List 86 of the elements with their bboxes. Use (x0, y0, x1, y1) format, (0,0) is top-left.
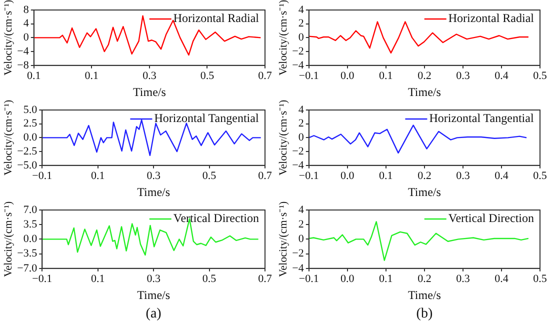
y-tick-label: −3.5 (17, 248, 38, 260)
x-axis-title: Time/s (408, 288, 442, 302)
legend-label: Horizontal Radial (448, 11, 535, 26)
y-tick-label: 4 (23, 18, 30, 30)
x-tick-label: 0.3 (456, 272, 470, 285)
x-tick-label: 0.1 (84, 70, 99, 82)
legend-label: Horizontal Radial (173, 11, 260, 26)
x-tick-label: 0.5 (200, 70, 215, 82)
y-tick-label: 3.5 (23, 218, 38, 230)
x-tick-label: −0.1 (32, 272, 52, 285)
x-tick-label: 0.5 (533, 272, 548, 285)
y-tick-label: 7.0 (23, 204, 38, 216)
x-tick-label: 0.5 (202, 170, 217, 182)
y-tick-label: 2 (298, 218, 304, 230)
x-axis-title: Time/s (137, 288, 170, 302)
x-tick-label: 0.3 (146, 170, 161, 182)
y-axis-title: Velocity/(cm·s⁻¹) (277, 201, 290, 278)
legend-label: Vertical Direction (173, 211, 260, 226)
x-tick-label: −0.1 (32, 170, 52, 182)
y-tick-label: −8 (17, 59, 30, 72)
x-tick-label: 0.5 (533, 170, 548, 182)
y-tick-label: 2 (298, 118, 304, 130)
x-tick-label: 0.2 (418, 272, 432, 285)
x-axis-title: Time/s (408, 184, 442, 199)
y-tick-label: 0 (23, 32, 30, 44)
y-tick-label: 0.0 (23, 233, 38, 246)
y-tick-label: −5.0 (17, 159, 38, 172)
x-tick-label: 0.7 (258, 70, 272, 82)
y-tick-label: −4 (292, 59, 304, 72)
x-tick-label: −0.1 (298, 272, 319, 285)
x-tick-label: 0.2 (418, 170, 432, 182)
legend-label: Vertical Direction (448, 211, 534, 226)
x-tick-label: 0.0 (340, 272, 355, 285)
x-tick-label: 0.0 (340, 70, 355, 82)
x-tick-label: −0.1 (298, 170, 319, 182)
y-tick-label: 0 (298, 233, 304, 246)
y-tick-label: −4 (292, 262, 304, 274)
y-axis-title: Velocity/(cm·s⁻¹) (277, 0, 290, 76)
x-tick-label: 0.4 (494, 272, 509, 285)
y-tick-label: −4 (292, 159, 304, 172)
x-tick-label: 0.1 (27, 70, 41, 82)
y-axis-title: Velocity/(cm·s⁻¹) (2, 100, 14, 176)
y-tick-label: 4 (298, 204, 304, 216)
x-axis-title: Time/s (408, 84, 442, 99)
x-tick-label: 0.1 (90, 272, 105, 285)
y-tick-label: 0 (298, 32, 304, 44)
x-tick-label: 0.1 (379, 70, 393, 82)
y-tick-label: 0.0 (23, 132, 38, 144)
text: (b) (416, 306, 433, 322)
x-tick-label: 0.3 (146, 272, 161, 285)
legend-label: Horizontal Tangential (429, 111, 534, 126)
y-tick-label: −2 (292, 45, 304, 58)
y-tick-label: 0 (298, 132, 304, 144)
y-tick-label: 8 (23, 4, 30, 16)
y-tick-label: 4 (298, 4, 304, 16)
x-tick-label: 0.1 (90, 170, 105, 182)
x-tick-label: 0.7 (258, 272, 272, 285)
x-tick-label: 0.4 (494, 170, 509, 182)
x-tick-label: 0.5 (533, 70, 548, 82)
y-tick-label: 2 (298, 18, 304, 30)
y-tick-label: −2 (292, 145, 304, 158)
x-axis-title: Time/s (137, 184, 170, 199)
x-tick-label: 0.7 (258, 170, 272, 182)
y-tick-label: 5.0 (23, 104, 38, 116)
y-tick-label: −7.0 (17, 262, 38, 274)
x-tick-label: −0.1 (298, 70, 319, 82)
x-tick-label: 0.5 (202, 272, 217, 285)
y-tick-label: −2.5 (17, 145, 38, 158)
x-tick-label: 0.2 (418, 70, 432, 82)
y-tick-label: 2.5 (23, 118, 38, 130)
legend-label: Horizontal Tangential (154, 111, 260, 126)
y-axis-title: Velocity/(cm·s⁻¹) (2, 0, 14, 76)
y-axis-title: Velocity/(cm·s⁻¹) (277, 100, 290, 176)
x-tick-label: 0.0 (340, 170, 355, 182)
y-tick-label: −4 (17, 45, 30, 58)
x-tick-label: 0.1 (379, 272, 393, 285)
x-tick-label: 0.3 (456, 170, 470, 182)
text: (a) (146, 306, 162, 322)
x-axis-title: Time/s (133, 84, 166, 99)
y-tick-label: −2 (292, 248, 304, 260)
x-tick-label: 0.1 (379, 170, 393, 182)
x-tick-label: 0.3 (142, 70, 157, 82)
x-tick-label: 0.4 (494, 70, 509, 82)
x-tick-label: 0.3 (456, 70, 470, 82)
y-tick-label: 4 (298, 104, 304, 116)
y-axis-title: Velocity/(cm·s⁻¹) (2, 201, 14, 278)
